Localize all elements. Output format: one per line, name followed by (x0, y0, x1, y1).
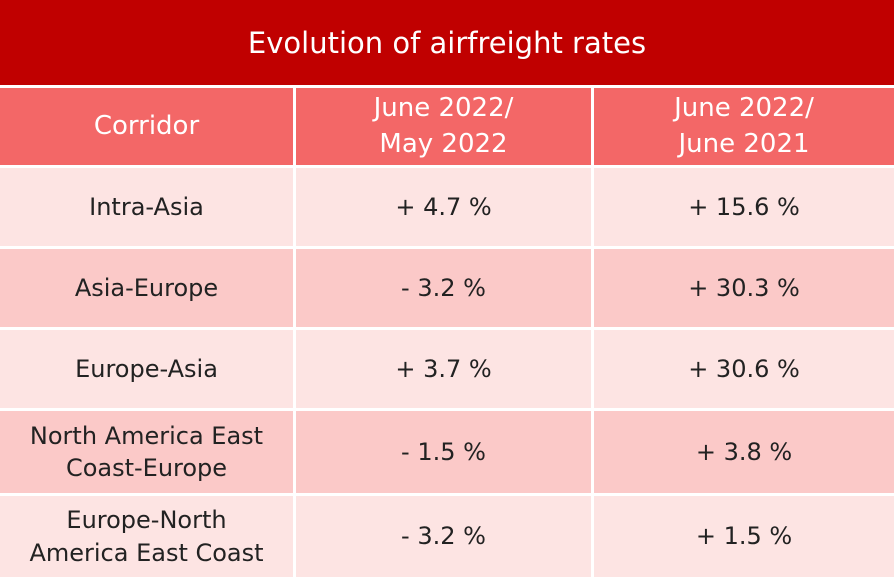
table-cell: Asia-Europe (0, 249, 296, 330)
cell-line: America East Coast (29, 538, 264, 567)
table: Corridor June 2022/May 2022 June 2022/June… (0, 88, 894, 580)
table-cell: + 3.8 % (594, 411, 894, 496)
table-cell: + 1.5 % (594, 496, 894, 580)
table-cell: - 1.5 % (296, 411, 594, 496)
header-cell: Corridor (0, 88, 296, 168)
table-cell: + 30.3 % (594, 249, 894, 330)
table-cell: - 3.2 % (296, 249, 594, 330)
table-cell: Europe-North America East Coast (0, 496, 296, 580)
table-cell: - 3.2 % (296, 496, 594, 580)
table-cell: North America East Coast-Europe (0, 411, 296, 496)
cell-line: June 2022/ (373, 93, 514, 124)
table-cell: + 15.6 % (594, 168, 894, 249)
header-cell: June 2022/May 2022 (296, 88, 594, 168)
table-cell: + 3.7 % (296, 330, 594, 411)
table-cell: + 30.6 % (594, 330, 894, 411)
table-cell: Intra-Asia (0, 168, 296, 249)
cell-line: May 2022 (379, 128, 508, 159)
cell-line: North America East (29, 421, 264, 450)
table-cell: + 4.7 % (296, 168, 594, 249)
table-title: Evolution of airfreight rates (0, 0, 894, 88)
header-cell: June 2022/June 2021 (594, 88, 894, 168)
cell-line: June 2021 (678, 128, 810, 159)
table-cell: Europe-Asia (0, 330, 296, 411)
cell-line: Europe-North (66, 506, 227, 535)
cell-line: Coast-Europe (65, 454, 228, 482)
cell-line: June 2022/ (674, 93, 814, 124)
